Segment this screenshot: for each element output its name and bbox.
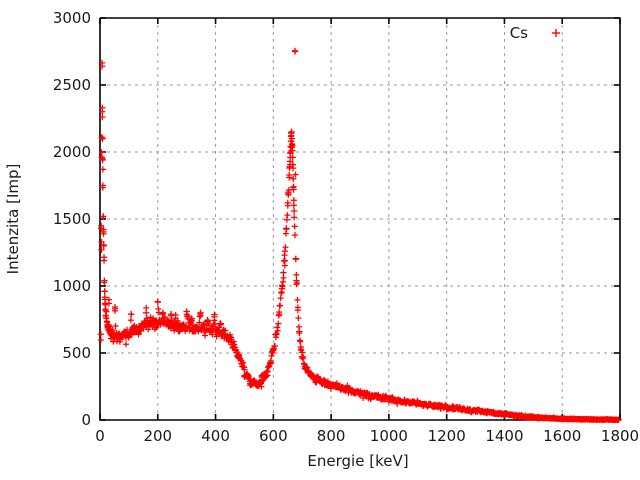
x-tick-label: 1600 xyxy=(543,427,581,445)
x-axis-title: Energie [keV] xyxy=(307,452,408,470)
y-tick-label: 3000 xyxy=(53,9,91,27)
x-tick-label: 1400 xyxy=(485,427,523,445)
x-tick-label: 800 xyxy=(317,427,346,445)
data-point-series-cs xyxy=(97,47,622,423)
x-tick-label: 200 xyxy=(143,427,172,445)
y-tick-labels: 0 500 1000 1500 2000 2500 3000 xyxy=(53,9,91,429)
grid-lines xyxy=(100,18,620,420)
y-tick-label: 500 xyxy=(62,344,91,362)
y-tick-label: 0 xyxy=(81,411,91,429)
legend-label-cs: Cs xyxy=(510,24,528,42)
x-tick-label: 400 xyxy=(201,427,230,445)
chart-legend: Cs xyxy=(510,24,560,42)
axis-ticks xyxy=(99,17,621,421)
x-tick-labels: 0 200 400 600 800 1000 1200 1400 1600 1800 xyxy=(95,427,639,445)
y-tick-label: 1000 xyxy=(53,277,91,295)
y-axis-title: Intenzita [Imp] xyxy=(4,164,22,275)
legend-marker-cs xyxy=(552,29,560,37)
y-tick-label: 1500 xyxy=(53,210,91,228)
y-tick-label: 2500 xyxy=(53,76,91,94)
x-tick-label: 1800 xyxy=(601,427,639,445)
x-tick-label: 1200 xyxy=(428,427,466,445)
y-tick-label: 2000 xyxy=(53,143,91,161)
x-tick-label: 0 xyxy=(95,427,105,445)
x-tick-label: 1000 xyxy=(370,427,408,445)
x-tick-label: 600 xyxy=(259,427,288,445)
